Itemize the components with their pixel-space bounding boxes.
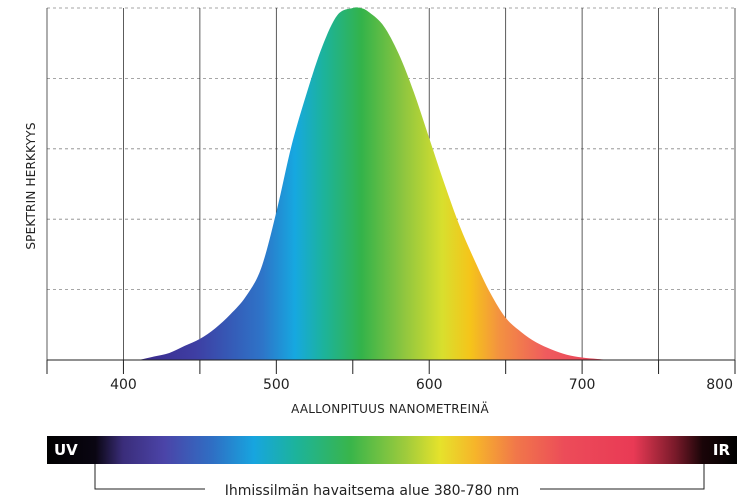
visible-range-label: Ihmissilmän havaitsema alue 380-780 nm xyxy=(225,483,520,499)
uv-label: UV xyxy=(54,441,78,459)
spectrum-band xyxy=(47,436,737,464)
x-axis-label: AALLONPITUUS NANOMETREINÄ xyxy=(291,401,489,416)
ir-label: IR xyxy=(713,441,731,459)
visible-range-bracket xyxy=(94,464,705,490)
x-tick-label: 400 xyxy=(110,377,137,393)
x-tick-label: 600 xyxy=(416,377,443,393)
sensitivity-curve xyxy=(138,7,613,361)
x-axis-ticks: 400 500 600 700 800 xyxy=(46,360,736,393)
x-tick-label: 700 xyxy=(569,377,596,393)
x-tick-label: 800 xyxy=(706,377,733,393)
x-tick-label: 500 xyxy=(263,377,290,393)
vertical-gridlines xyxy=(46,8,736,360)
y-axis-label: SPEKTRIN HERKKYYS xyxy=(24,122,38,249)
